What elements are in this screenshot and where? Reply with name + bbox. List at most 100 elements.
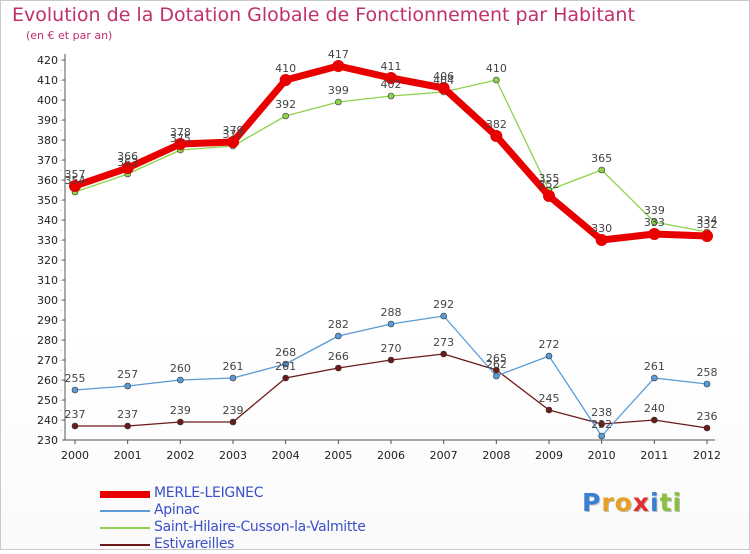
data-point-merle-leignec xyxy=(69,180,81,192)
data-label-merle-leignec: 357 xyxy=(65,168,86,181)
data-label-saint-hilaire-cusson-la-valmitte: 355 xyxy=(539,172,560,185)
data-point-estivareilles xyxy=(71,422,79,430)
data-point-estivareilles xyxy=(124,422,131,430)
data-point-estivareilles xyxy=(545,406,553,414)
x-tick-label: 2009 xyxy=(535,449,563,462)
logo-letter: o xyxy=(614,488,633,517)
y-tick-label: 340 xyxy=(37,214,58,227)
y-tick-label: 370 xyxy=(37,154,58,167)
x-tick-label: 2005 xyxy=(324,449,352,462)
data-label-saint-hilaire-cusson-la-valmitte: 334 xyxy=(697,214,718,227)
y-tick-label: 270 xyxy=(37,354,58,367)
data-label-saint-hilaire-cusson-la-valmitte: 375 xyxy=(170,132,191,145)
data-label-saint-hilaire-cusson-la-valmitte: 392 xyxy=(275,98,296,111)
legend-swatch xyxy=(100,510,150,512)
x-tick-label: 2010 xyxy=(588,449,616,462)
data-point-estivareilles xyxy=(598,420,605,428)
y-tick-label: 300 xyxy=(37,294,58,307)
x-tick-label: 2011 xyxy=(640,449,668,462)
data-point-merle-leignec xyxy=(595,234,608,246)
x-tick-label: 2006 xyxy=(377,449,405,462)
data-point-apinac xyxy=(177,376,184,384)
data-label-merle-leignec: 379 xyxy=(223,124,244,137)
data-label-apinac: 262 xyxy=(486,358,507,371)
data-label-estivareilles: 237 xyxy=(117,408,138,421)
data-label-apinac: 257 xyxy=(117,368,138,381)
logo-letter: P xyxy=(582,488,602,517)
data-point-merle-leignec xyxy=(227,136,239,148)
data-label-merle-leignec: 406 xyxy=(433,70,454,83)
data-point-apinac xyxy=(493,372,500,380)
data-point-merle-leignec xyxy=(543,190,555,202)
data-label-apinac: 261 xyxy=(223,360,244,373)
x-tick-label: 2004 xyxy=(272,449,300,462)
chart-subtitle: (en € et par an) xyxy=(26,29,113,42)
data-label-apinac: 232 xyxy=(591,418,612,431)
y-tick-label: 250 xyxy=(37,394,58,407)
y-tick-label: 390 xyxy=(37,114,58,127)
data-point-apinac xyxy=(229,374,237,382)
data-label-saint-hilaire-cusson-la-valmitte: 363 xyxy=(117,156,138,169)
data-label-estivareilles: 238 xyxy=(591,406,612,419)
data-label-apinac: 268 xyxy=(275,346,296,359)
y-tick-label: 350 xyxy=(37,194,58,207)
y-tick-label: 360 xyxy=(37,174,58,187)
data-point-saint-hilaire-cusson-la-valmitte xyxy=(598,166,605,174)
data-point-estivareilles xyxy=(177,418,184,426)
x-tick-label: 2003 xyxy=(219,449,247,462)
y-tick-label: 310 xyxy=(37,274,58,287)
data-point-merle-leignec xyxy=(279,74,292,86)
data-label-estivareilles: 261 xyxy=(275,360,296,373)
data-point-merle-leignec xyxy=(437,82,450,94)
data-point-merle-leignec xyxy=(490,130,503,142)
data-label-merle-leignec: 378 xyxy=(170,126,191,139)
data-label-merle-leignec: 366 xyxy=(117,150,138,163)
x-tick-label: 2000 xyxy=(61,449,89,462)
data-label-saint-hilaire-cusson-la-valmitte: 377 xyxy=(223,128,244,141)
data-label-estivareilles: 270 xyxy=(381,342,402,355)
data-label-estivareilles: 237 xyxy=(65,408,86,421)
logo-letter: x xyxy=(632,488,650,517)
legend-label: Apinac xyxy=(154,502,200,518)
data-point-estivareilles xyxy=(440,350,447,358)
data-label-merle-leignec: 382 xyxy=(486,118,507,131)
chart-title: Evolution de la Dotation Globale de Fonc… xyxy=(12,4,635,26)
x-tick-label: 2007 xyxy=(430,449,458,462)
data-label-saint-hilaire-cusson-la-valmitte: 402 xyxy=(381,78,402,91)
legend-swatch xyxy=(100,544,150,546)
data-label-estivareilles: 273 xyxy=(433,336,454,349)
data-point-saint-hilaire-cusson-la-valmitte xyxy=(493,76,500,84)
data-point-estivareilles xyxy=(703,424,711,432)
data-label-estivareilles: 265 xyxy=(486,352,507,365)
data-point-apinac xyxy=(651,374,658,382)
x-tick-label: 2001 xyxy=(114,449,142,462)
data-label-merle-leignec: 411 xyxy=(381,60,402,73)
x-tick-label: 2008 xyxy=(482,449,510,462)
data-label-saint-hilaire-cusson-la-valmitte: 399 xyxy=(328,84,349,97)
legend-swatch xyxy=(100,527,150,529)
data-label-apinac: 255 xyxy=(65,372,86,385)
data-point-apinac xyxy=(703,380,711,388)
y-tick-label: 330 xyxy=(37,234,58,247)
line-chart: 230 240 250 260 270 280 290 300 310 320 330 340 350 3… xyxy=(37,48,721,462)
data-label-estivareilles: 245 xyxy=(539,392,560,405)
data-label-merle-leignec: 332 xyxy=(697,218,718,231)
data-point-apinac xyxy=(387,320,395,328)
data-point-apinac xyxy=(335,332,342,340)
legend-label: MERLE-LEIGNEC xyxy=(154,485,264,501)
data-label-merle-leignec: 352 xyxy=(539,178,560,191)
data-label-apinac: 292 xyxy=(433,298,454,311)
y-tick-label: 260 xyxy=(37,374,58,387)
data-label-apinac: 261 xyxy=(644,360,665,373)
data-point-estivareilles xyxy=(335,364,342,372)
data-label-estivareilles: 239 xyxy=(170,404,191,417)
data-point-merle-leignec xyxy=(701,230,713,242)
data-point-saint-hilaire-cusson-la-valmitte xyxy=(387,92,395,100)
data-point-estivareilles xyxy=(229,418,237,426)
data-label-saint-hilaire-cusson-la-valmitte: 365 xyxy=(591,152,612,165)
data-point-apinac xyxy=(71,386,79,394)
legend-label: Estivareilles xyxy=(154,536,235,552)
y-tick-label: 230 xyxy=(37,434,58,447)
x-tick-label: 2002 xyxy=(166,449,194,462)
data-point-merle-leignec xyxy=(648,228,661,240)
